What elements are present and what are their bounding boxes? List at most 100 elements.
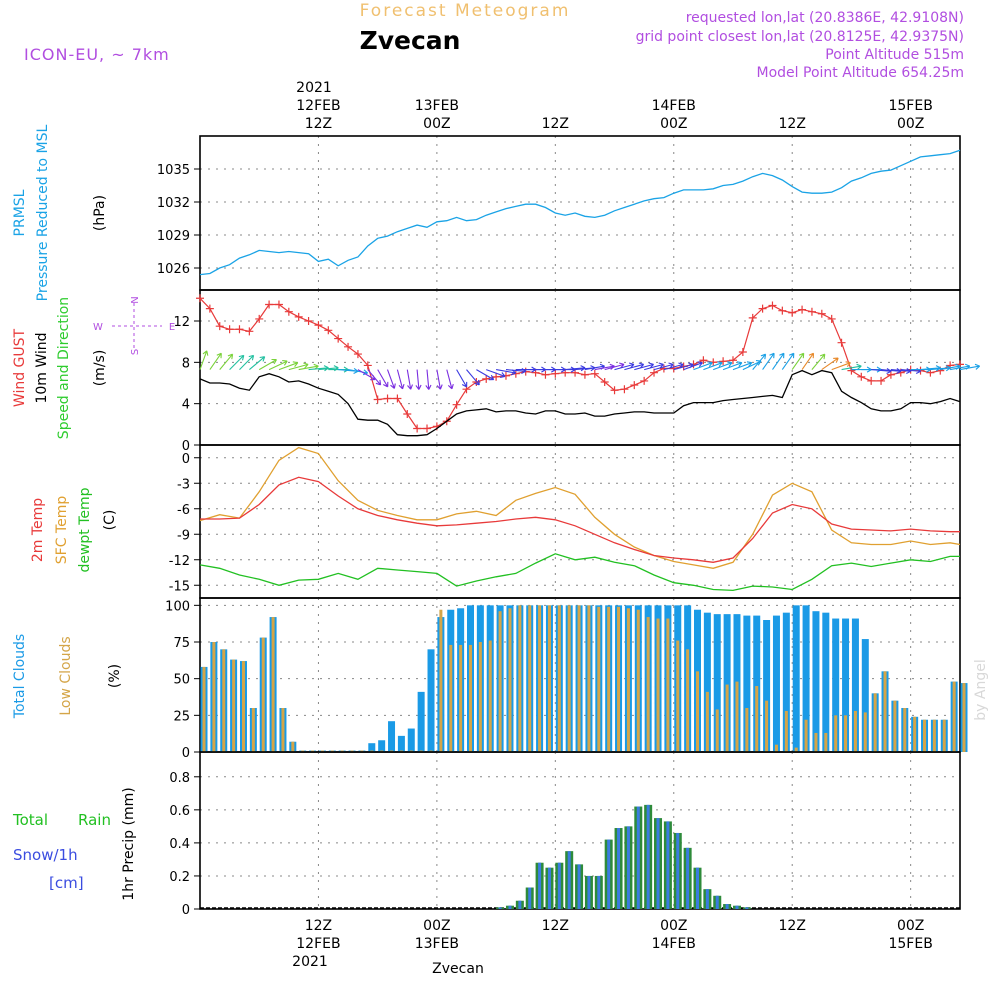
gust-marker [482,374,491,383]
low-cloud-bar [686,649,690,752]
banner-title: Forecast Meteogram [360,1,571,21]
total-cloud-bar [851,618,859,752]
wind-speed-line [199,369,961,437]
snow-bar [528,887,532,909]
gust-marker [541,370,550,379]
temperature-panel: -15 -12 -9 -6 -3 0 [169,444,961,599]
low-cloud-bar [587,605,591,752]
wind-ytick-label: 8 [182,356,190,371]
low-cloud-bar [222,649,226,752]
low-cloud-bar [942,719,946,752]
gust-marker [225,325,234,334]
wind-arrow [377,369,389,388]
low-cloud-bar [202,666,206,752]
temp-frame [199,444,961,599]
total-cloud-bar [713,614,721,752]
wind-arrow [258,358,277,371]
temp-ytick-label: -3 [177,477,190,492]
gust-marker [294,312,303,321]
precip-ytick-label: 0.2 [169,870,190,885]
low-cloud-bar [725,684,729,752]
total-cloud-bar [753,615,761,752]
gust-marker [344,342,353,351]
wind-arrow [781,352,795,370]
temp-ytick-label: 0 [182,452,190,467]
wind-arrow [278,361,299,371]
top-date-label: 12FEB [296,98,340,114]
total-cloud-bar [417,691,425,752]
pressure-frame [199,135,961,291]
gust-marker [314,321,323,330]
low-cloud-bar [232,659,236,752]
total-cloud-bar [368,743,376,752]
credit-watermark: by Angel [973,659,989,720]
low-cloud-bar [241,661,245,752]
pressure-ytick-label: 1032 [157,196,190,211]
snow-bar [626,826,630,909]
gust-marker [551,369,560,378]
gust-marker [324,326,333,335]
gust-marker [600,377,609,386]
low-cloud-bar [794,747,798,752]
wind-arrow [229,354,245,370]
temp-dewpt-label: dewpt Temp [77,487,93,572]
snow-bar [646,804,650,909]
low-cloud-bar [666,618,670,752]
gust-marker [383,394,392,403]
pressure-panel: 1026 1029 1032 1035 [157,135,961,291]
gust-marker [423,424,432,433]
temp-sfc-label: SFC Temp [54,496,70,565]
wind-arrow [841,363,862,371]
clouds-ytick-label: 50 [173,673,190,688]
snow-bar [735,905,739,909]
top-hour-label: 00Z [423,116,450,132]
wind-arrow [386,369,396,389]
low-cloud-bar [814,732,818,752]
gust-marker [758,304,767,313]
wind-ytick-label: 4 [182,398,190,413]
gust-marker [837,338,846,347]
low-cloud-bar [893,700,897,752]
top-time-axis: 2021 12FEB 12Z 13FEB 00Z 12Z 14FEB 00Z 12Z 15FEB… [296,80,933,132]
low-cloud-bar [488,640,492,752]
gust-marker [452,400,461,409]
low-cloud-bar [478,642,482,752]
gust-marker [373,395,382,404]
wind-arrow [288,362,309,371]
gust-marker [728,356,737,365]
wind-arrow [821,357,839,371]
top-hour-label: 00Z [660,116,687,132]
gust-marker [205,304,214,313]
snow-bar [538,862,542,909]
top-hour-label: 00Z [897,116,924,132]
bottom-hour-label: 12Z [542,918,569,934]
low-cloud-bar [676,640,680,752]
total-cloud-bar [763,620,771,752]
low-cloud-bar [745,708,749,752]
low-cloud-bar [281,708,285,752]
wind-arrow [811,353,826,370]
low-cloud-bar [656,618,660,752]
gust-marker [245,327,254,336]
gust-marker [640,376,649,385]
low-cloud-bar [557,605,561,752]
total-cloud-bar [407,728,415,752]
wind-arrow [406,369,414,390]
low-cloud-bar [617,606,621,752]
low-cloud-bar [538,605,542,752]
wind-arrow [486,369,506,378]
temp-ytick-label: -15 [169,579,190,594]
sfc-temp-line [199,446,961,569]
total-cloud-bar [812,611,820,752]
gust-marker [334,334,343,343]
low-cloud-bar [932,719,936,752]
gust-marker [719,357,728,366]
low-cloud-bar [577,605,581,752]
temp-unit: (C) [102,510,118,531]
temp-ytick-label: -9 [177,528,190,543]
wind-10m-label: 10m Wind [34,332,50,403]
low-cloud-bar [508,608,512,752]
bottom-time-axis: 2021 12Z 12FEB 00Z 13FEB 12Z 00Z 14FEB 12Z 00Z 15… [292,918,933,970]
low-cloud-bar [597,606,601,752]
